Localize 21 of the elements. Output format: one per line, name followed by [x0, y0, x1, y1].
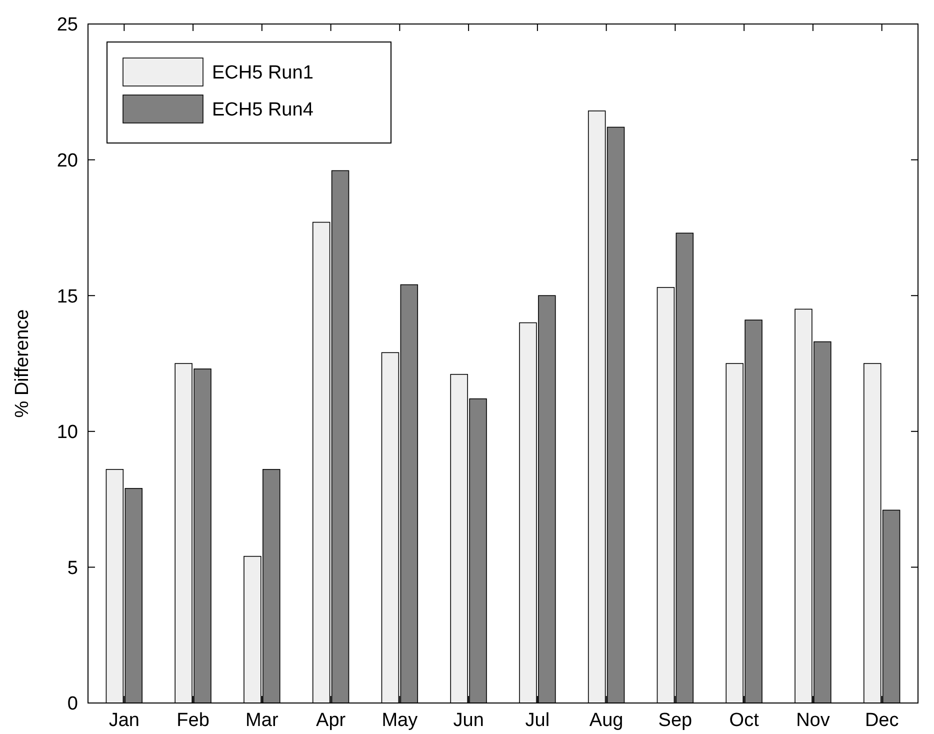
- x-tick-label: Oct: [729, 710, 760, 731]
- y-tick-label: 5: [67, 558, 78, 579]
- x-tick-label: Nov: [796, 710, 830, 731]
- x-tick-label: Jun: [453, 710, 484, 731]
- x-tick-label: May: [382, 710, 418, 731]
- x-tick-label: Dec: [864, 710, 899, 731]
- x-tick-label: Aug: [589, 710, 624, 731]
- y-tick-label: 0: [67, 694, 78, 715]
- y-tick-label: 15: [56, 286, 78, 308]
- y-tick-label: 20: [56, 150, 78, 172]
- x-tick-label: Apr: [316, 710, 346, 731]
- y-tick-label: 25: [56, 14, 78, 36]
- legend-label: ECH5 Run4: [212, 100, 314, 121]
- y-axis-title: % Difference: [12, 309, 33, 418]
- x-tick-label: Mar: [246, 710, 279, 731]
- x-tick-label: Feb: [176, 710, 210, 731]
- x-tick-label: Jan: [108, 710, 140, 731]
- x-tick-label: Sep: [658, 710, 692, 731]
- y-tick-label: 10: [56, 422, 78, 444]
- x-tick-label: Jul: [525, 710, 550, 731]
- legend-label: ECH5 Run1: [212, 62, 314, 84]
